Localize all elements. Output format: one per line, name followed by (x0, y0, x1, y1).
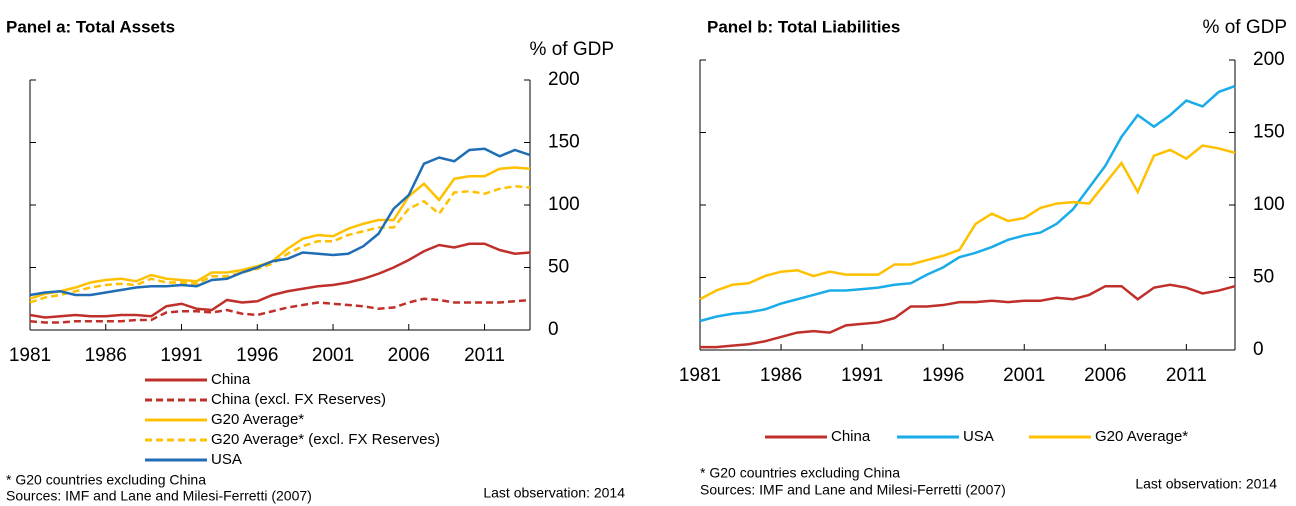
y-tick-label: 200 (548, 69, 580, 90)
x-tick-label: 1981 (679, 365, 721, 386)
x-tick-label: 1991 (160, 345, 202, 366)
y-tick-label: 0 (1253, 339, 1264, 360)
y-tick-label: 150 (1253, 122, 1285, 143)
annotation: Last observation: 2014 (483, 485, 625, 501)
y-axis-label: % of GDP (1203, 17, 1287, 38)
source: Sources: IMF and Lane and Milesi-Ferrett… (6, 488, 312, 504)
series-line (699, 84, 1236, 323)
chart-title: Panel a: Total Assets (6, 17, 175, 36)
series-line (700, 283, 1236, 349)
x-tick-label: 2006 (388, 345, 430, 366)
footnote: * G20 countries excluding China (6, 472, 206, 488)
x-tick-label: 2001 (312, 345, 354, 366)
chart-title: Panel b: Total Liabilities (707, 17, 900, 36)
series-line (29, 242, 531, 319)
source: Sources: IMF and Lane and Milesi-Ferrett… (700, 482, 1006, 498)
x-tick-label: 1996 (922, 365, 964, 386)
x-tick-label: 2006 (1084, 365, 1126, 386)
x-tick-label: 2001 (1003, 365, 1045, 386)
x-tick-label: 1981 (9, 345, 51, 366)
y-tick-label: 50 (1253, 267, 1274, 288)
annotation: Last observation: 2014 (1135, 476, 1277, 492)
y-tick-label: 0 (548, 319, 559, 340)
x-tick-label: 1991 (841, 365, 883, 386)
series-line (699, 144, 1236, 301)
x-tick-label: 2011 (1166, 365, 1207, 386)
y-tick-label: 100 (1253, 194, 1285, 215)
legend-label: G20 Average* (excl. FX Reserves) (211, 431, 440, 448)
y-tick-label: 50 (548, 257, 569, 278)
legend-label: China (excl. FX Reserves) (211, 391, 386, 408)
legend-label: USA (211, 451, 242, 468)
y-tick-label: 150 (548, 132, 580, 153)
series-line (29, 297, 531, 324)
legend-label: USA (963, 428, 994, 445)
legend-label: G20 Average* (1095, 428, 1188, 445)
x-tick-label: 1996 (236, 345, 278, 366)
series-line (29, 184, 531, 304)
x-tick-label: 1986 (760, 365, 802, 386)
y-axis-label: % of GDP (530, 39, 614, 60)
x-tick-label: 2011 (464, 345, 505, 366)
y-tick-label: 200 (1253, 49, 1285, 70)
x-tick-label: 1986 (85, 345, 127, 366)
footnote: * G20 countries excluding China (700, 465, 900, 481)
legend-label: China (211, 371, 251, 388)
series-line (29, 166, 531, 300)
legend-label: China (831, 428, 871, 445)
series-line (29, 147, 531, 297)
y-tick-label: 100 (548, 194, 580, 215)
legend-label: G20 Average* (211, 411, 304, 428)
